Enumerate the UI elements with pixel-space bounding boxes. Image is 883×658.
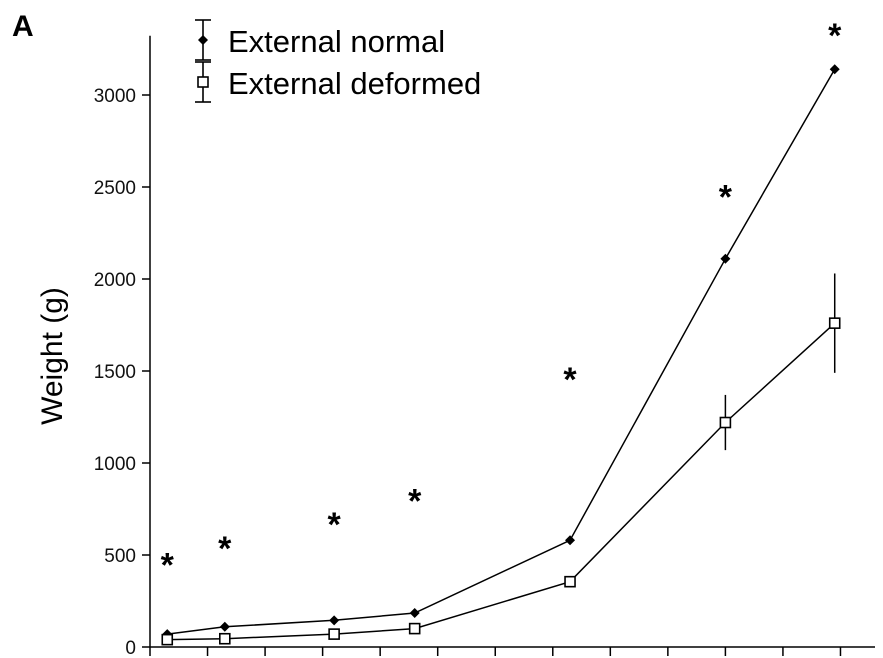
series-line <box>167 322 836 641</box>
y-tick-label: 1000 <box>94 454 136 475</box>
data-point-diamond <box>329 615 340 626</box>
series-external-deformed <box>161 273 841 646</box>
legend-marker-open-square-icon <box>197 76 209 88</box>
y-axis-title: Weight (g) <box>36 287 69 425</box>
data-point-square <box>828 317 841 329</box>
data-point-square <box>219 632 231 645</box>
data-point-square <box>328 628 340 640</box>
y-tick-label: 0 <box>125 638 136 658</box>
data-point-diamond <box>829 64 840 75</box>
data-point-diamond <box>565 535 576 546</box>
legend-item-external-normal: External normal <box>195 19 445 61</box>
data-point-diamond <box>219 621 230 632</box>
data-point-square <box>719 416 732 429</box>
significance-asterisk: * <box>161 547 175 585</box>
legend-label-external-deformed: External deformed <box>228 66 481 101</box>
data-point-square <box>564 575 576 588</box>
panel-label: A <box>12 10 34 43</box>
significance-layer: * * * * * * * <box>161 17 842 585</box>
series-line <box>167 68 836 635</box>
significance-asterisk: * <box>328 506 342 544</box>
data-point-square <box>161 633 174 646</box>
y-tick-label: 2500 <box>94 178 136 199</box>
y-tick-label: 2000 <box>94 270 136 291</box>
legend-label-external-normal: External normal <box>228 24 445 59</box>
significance-asterisk: * <box>218 530 232 568</box>
data-point-square <box>408 622 421 635</box>
legend-item-external-deformed: External deformed <box>195 61 481 103</box>
legend-marker-filled-diamond-icon <box>198 35 208 45</box>
y-tick-label: 3000 <box>94 86 136 107</box>
significance-asterisk: * <box>563 361 577 399</box>
data-point-diamond <box>409 607 420 618</box>
y-tick-label: 1500 <box>94 362 136 383</box>
series-layer <box>161 64 841 646</box>
data-point-diamond <box>720 253 731 264</box>
significance-asterisk: * <box>828 17 842 55</box>
series-external-normal <box>162 64 840 640</box>
legend: External normal External deformed <box>195 19 481 103</box>
axes: 0 500 1000 1500 2000 2500 3000 <box>94 35 875 658</box>
significance-asterisk: * <box>719 179 733 217</box>
y-tick-label: 500 <box>104 546 136 567</box>
significance-asterisk: * <box>408 482 422 520</box>
